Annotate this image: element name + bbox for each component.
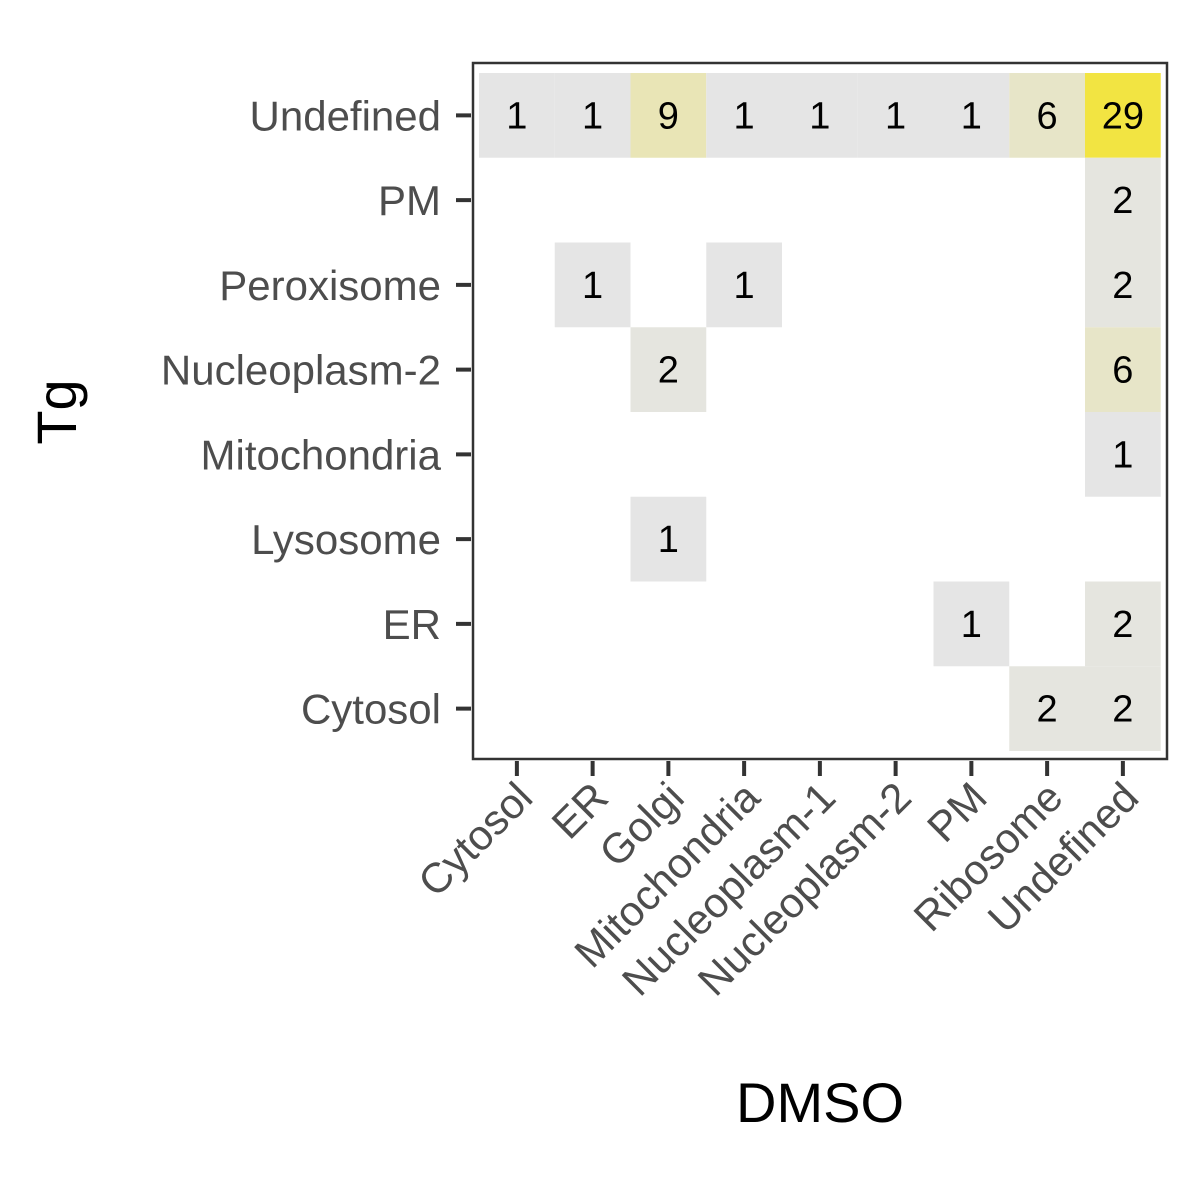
x-axis: Cytosol ERGolgiMitochondriaNucleoplasm-1N… bbox=[409, 761, 1147, 1004]
cell-value-label: 1 bbox=[734, 265, 755, 307]
heatmap-cell bbox=[1085, 666, 1161, 751]
cell-value-label: 1 bbox=[961, 95, 982, 137]
heatmap-cell bbox=[554, 73, 631, 158]
y-axis-title: Tg bbox=[25, 379, 88, 444]
heatmap-cell bbox=[1085, 581, 1161, 667]
heatmap-cell bbox=[630, 496, 707, 582]
cell-value-label: 6 bbox=[1112, 350, 1133, 392]
cell-value-label: 1 bbox=[885, 95, 906, 137]
heatmap-cell bbox=[630, 73, 707, 158]
heatmap-cell bbox=[706, 242, 782, 328]
heatmap-cell bbox=[857, 73, 934, 158]
y-tick-label: ER bbox=[383, 601, 441, 648]
heatmap-cell bbox=[782, 73, 858, 158]
cell-value-label: 1 bbox=[1112, 434, 1133, 476]
y-tick-label: Lysosome bbox=[251, 516, 441, 563]
heatmap-cell bbox=[554, 242, 631, 328]
heatmap-cell bbox=[1085, 412, 1161, 497]
y-tick-label: Undefined bbox=[250, 92, 441, 139]
cell-value-label: 9 bbox=[658, 95, 679, 137]
heatmap-cell bbox=[933, 73, 1010, 158]
heatmap-cell bbox=[630, 327, 707, 412]
x-tick-label: Cytosol bbox=[409, 773, 541, 905]
cell-value-label: 1 bbox=[734, 95, 755, 137]
heatmap-cell bbox=[706, 73, 782, 158]
cell-value-label: 2 bbox=[1112, 604, 1133, 646]
cell-value-label: 1 bbox=[582, 265, 603, 307]
cell-value-label: 6 bbox=[1037, 95, 1058, 137]
cell-value-label: 2 bbox=[1112, 265, 1133, 307]
cell-value-label: 1 bbox=[658, 519, 679, 561]
heatmap-cell bbox=[1009, 73, 1085, 158]
heatmap-cell bbox=[479, 73, 555, 158]
heatmap-cell bbox=[933, 581, 1010, 667]
cell-value-label: 1 bbox=[961, 604, 982, 646]
x-axis-title: DMSO bbox=[736, 1071, 904, 1134]
panel-border bbox=[471, 61, 1169, 761]
y-tick-label: Nucleoplasm-2 bbox=[161, 347, 441, 394]
y-tick-label: Cytosol bbox=[301, 686, 441, 733]
cell-value-label: 2 bbox=[1112, 180, 1133, 222]
heatmap-cells: 1 1 9 1 1 1 1 6 29 2 1 1 2 2 6 1 1 1 2 2 2 bbox=[479, 73, 1161, 751]
heatmap-cell bbox=[1085, 73, 1161, 158]
cell-value-label: 1 bbox=[809, 95, 830, 137]
y-tick-label: PM bbox=[378, 177, 441, 224]
heatmap-cell bbox=[1085, 242, 1161, 328]
heatmap-cell bbox=[1085, 157, 1161, 243]
y-axis: Cytosol ER Lysosome Mitochondria Nucleoplasm… bbox=[161, 92, 471, 733]
heatmap-cell bbox=[1085, 327, 1161, 412]
cell-value-label: 2 bbox=[1037, 689, 1058, 731]
cell-value-label: 29 bbox=[1102, 95, 1144, 137]
cell-value-label: 1 bbox=[582, 95, 603, 137]
heatmap-cell bbox=[1009, 666, 1085, 751]
cell-value-label: 2 bbox=[1112, 689, 1133, 731]
y-tick-label: Peroxisome bbox=[219, 262, 441, 309]
y-tick-label: Mitochondria bbox=[201, 431, 442, 478]
cell-value-label: 1 bbox=[506, 95, 527, 137]
cell-value-label: 2 bbox=[658, 350, 679, 392]
